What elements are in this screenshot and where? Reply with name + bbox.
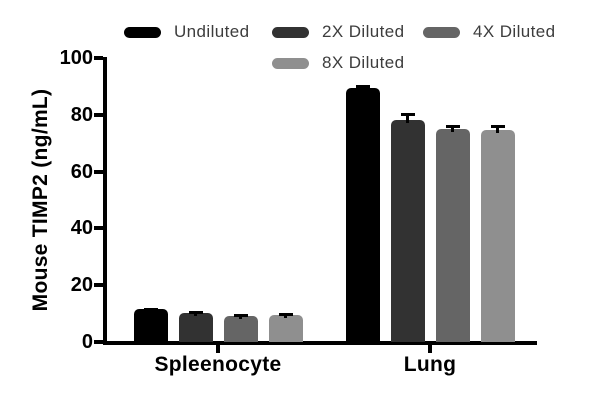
bar — [480, 130, 515, 342]
y-tick — [94, 169, 103, 174]
error-bar-cap — [233, 314, 248, 318]
legend-item-2x-diluted: 2X Diluted — [272, 22, 405, 41]
y-tick — [94, 283, 103, 288]
legend-item-undiluted: Undiluted — [124, 22, 250, 41]
bar — [435, 129, 470, 342]
bar — [390, 119, 425, 342]
legend-swatch-4x-diluted — [423, 26, 460, 38]
error-bar-stem — [406, 114, 409, 123]
error-bar-stem — [496, 126, 499, 134]
y-tick-label: 100 — [59, 47, 93, 69]
y-tick-label: 40 — [70, 217, 93, 240]
y-tick-label: 60 — [70, 160, 93, 183]
y-tick — [94, 112, 103, 117]
legend-label: 4X Diluted — [473, 22, 556, 41]
bar — [133, 309, 168, 342]
legend-label: Undiluted — [174, 22, 250, 41]
legend-label: 8X Diluted — [322, 53, 405, 72]
bar — [345, 88, 380, 342]
x-category-label: Lung — [403, 353, 457, 376]
y-tick — [94, 56, 103, 60]
error-bar-cap — [143, 307, 158, 311]
x-category-label: Spleenocyte — [154, 353, 282, 376]
error-bar-stem — [451, 126, 454, 132]
legend-swatch-8x-diluted — [272, 57, 309, 69]
error-bar-stem — [361, 86, 364, 92]
y-tick-label: 0 — [81, 331, 93, 353]
bar — [268, 315, 303, 342]
x-tick-lung — [428, 345, 432, 353]
y-tick-label: 80 — [70, 103, 93, 126]
error-bar-cap — [445, 125, 460, 129]
legend-swatch-2x-diluted — [272, 26, 309, 38]
legend-label: 2X Diluted — [322, 22, 405, 41]
y-tick-label: 20 — [70, 274, 93, 297]
y-tick — [94, 226, 103, 231]
legend-item-4x-diluted: 4X Diluted — [423, 22, 556, 41]
y-axis-line — [103, 57, 107, 345]
legend-swatch-undiluted — [124, 26, 161, 38]
y-tick — [94, 340, 103, 344]
bar — [178, 312, 213, 342]
error-bar-cap — [400, 113, 415, 117]
x-axis-line — [103, 341, 537, 345]
bar — [223, 315, 258, 342]
x-tick-spleenocyte — [216, 345, 220, 353]
error-bar-cap — [278, 313, 293, 317]
error-bar-cap — [188, 310, 203, 314]
error-bar-stem — [194, 311, 197, 316]
error-bar-cap — [490, 125, 505, 129]
error-bar-cap — [355, 85, 370, 89]
legend-item-8x-diluted: 8X Diluted — [272, 53, 405, 72]
